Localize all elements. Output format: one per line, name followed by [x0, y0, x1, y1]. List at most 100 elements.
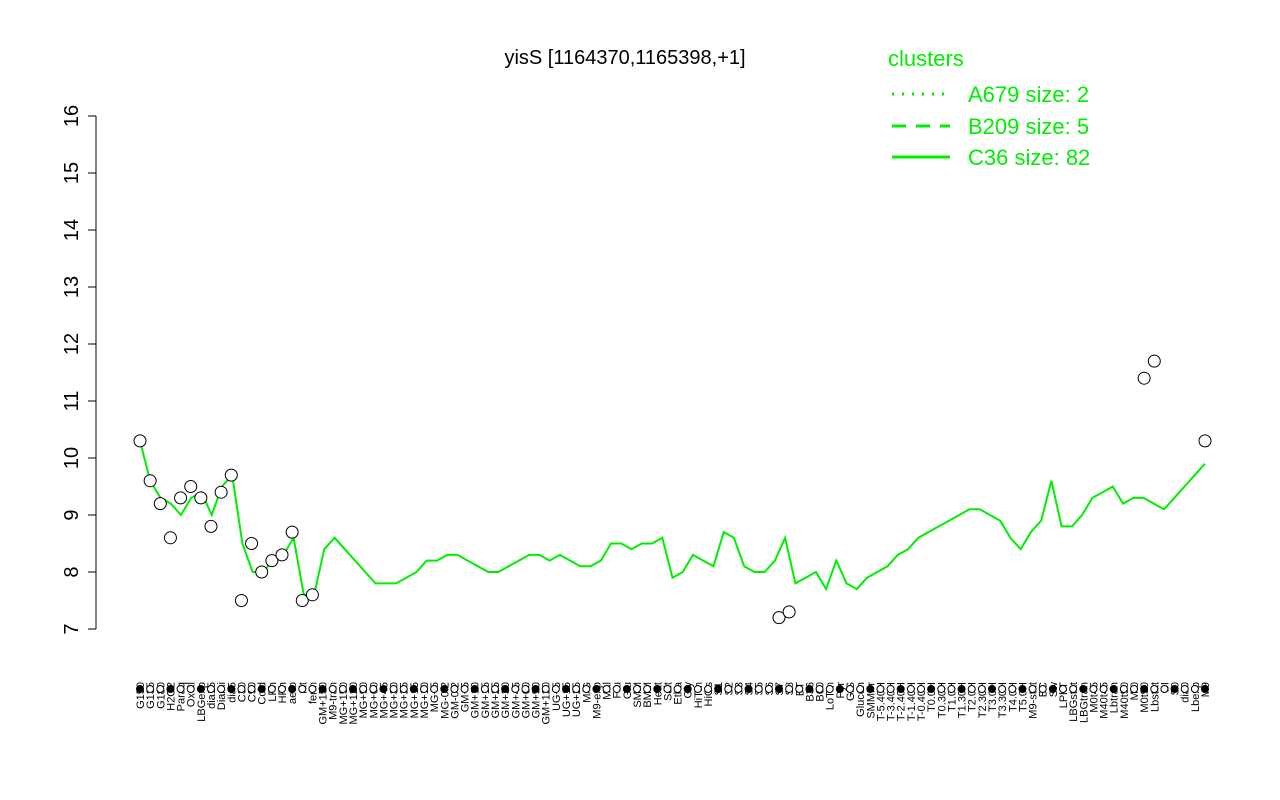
x-marker	[541, 685, 550, 693]
legend-label-2: C36 size: 82	[968, 145, 1090, 170]
x-marker	[227, 685, 236, 693]
x-marker	[176, 685, 185, 693]
x-marker	[470, 685, 479, 693]
x-marker	[663, 685, 672, 693]
data-point	[184, 480, 198, 493]
x-marker	[815, 685, 824, 693]
x-marker	[460, 685, 469, 693]
data-point	[133, 434, 147, 448]
data-point	[204, 519, 218, 533]
x-tick-label: MG+120	[348, 682, 360, 725]
y-tick-label: 16	[61, 105, 83, 127]
x-marker	[744, 685, 753, 693]
legend-label-0: A679 size: 2	[968, 82, 1089, 107]
data-point	[153, 497, 167, 511]
x-marker	[338, 685, 347, 693]
x-marker	[186, 685, 195, 693]
x-marker	[896, 685, 905, 693]
x-marker	[906, 685, 915, 693]
x-marker	[622, 685, 631, 693]
x-marker	[795, 685, 804, 693]
x-marker	[937, 685, 946, 693]
x-marker	[450, 685, 459, 693]
data-point	[1198, 434, 1212, 448]
x-marker	[1008, 685, 1017, 693]
x-marker	[643, 685, 652, 693]
data-point	[255, 565, 269, 579]
x-marker	[420, 685, 428, 693]
x-marker	[1059, 685, 1067, 693]
x-marker	[917, 685, 925, 693]
x-marker	[1140, 685, 1149, 693]
data-point	[174, 491, 188, 505]
data-point	[782, 605, 796, 619]
y-tick-label: 9	[61, 509, 83, 520]
x-marker	[207, 685, 215, 693]
x-marker	[988, 685, 996, 693]
x-marker	[754, 685, 763, 693]
y-tick-label: 11	[61, 391, 83, 412]
x-marker	[551, 685, 560, 693]
x-marker	[734, 685, 743, 693]
plot-area	[133, 354, 1212, 625]
data-point	[143, 474, 157, 488]
legend-title: clusters	[888, 46, 964, 71]
x-marker	[379, 685, 388, 693]
data-point	[305, 588, 319, 602]
x-marker	[653, 685, 662, 693]
x-marker	[633, 685, 641, 693]
x-marker	[582, 685, 591, 693]
data-point	[275, 548, 289, 562]
x-marker	[156, 685, 165, 693]
x-tick-label: GM+150	[318, 682, 330, 725]
x-marker	[704, 685, 712, 693]
data-point	[1147, 354, 1161, 368]
x-marker	[1099, 685, 1108, 693]
x-marker	[562, 685, 570, 693]
x-tick-label: MG+150	[338, 682, 350, 725]
x-marker	[166, 685, 175, 693]
x-marker	[1069, 685, 1078, 693]
y-tick-label: 15	[61, 162, 83, 184]
x-marker	[278, 685, 286, 693]
x-marker	[835, 685, 844, 693]
x-marker	[592, 685, 601, 693]
x-marker	[602, 685, 611, 693]
x-marker	[440, 685, 449, 693]
x-marker	[1160, 685, 1169, 693]
x-marker	[501, 685, 510, 693]
x-marker	[856, 685, 865, 693]
x-marker	[724, 685, 733, 693]
x-axis: G150G135G180H2O2ParaqOxctlLBGexpdia15Dia…	[135, 681, 1212, 724]
y-axis: 7 8 9 10 11 12 13 14 15 16	[61, 105, 97, 635]
x-marker	[876, 685, 885, 693]
x-marker	[318, 685, 327, 693]
legend-label-1: B209 size: 5	[968, 114, 1089, 139]
x-marker	[237, 685, 246, 693]
x-marker	[146, 685, 155, 693]
y-tick-label: 14	[61, 219, 83, 241]
x-marker	[298, 685, 307, 693]
x-marker	[359, 685, 368, 693]
x-marker	[1018, 685, 1027, 693]
x-marker	[1109, 685, 1118, 693]
data-point	[224, 468, 238, 482]
x-marker	[1119, 685, 1128, 693]
x-marker	[308, 685, 317, 693]
x-marker	[572, 685, 581, 693]
x-marker	[349, 685, 357, 693]
data-point	[194, 491, 208, 505]
y-tick-label: 10	[61, 447, 83, 469]
x-marker	[511, 685, 520, 693]
x-marker	[1190, 685, 1199, 693]
y-tick-label: 12	[61, 333, 83, 355]
data-point	[234, 594, 248, 607]
data-point	[1137, 371, 1151, 385]
x-marker	[927, 685, 936, 693]
x-marker	[1180, 685, 1189, 693]
x-marker	[673, 685, 682, 693]
x-marker	[1089, 685, 1098, 693]
x-marker	[947, 685, 956, 693]
x-marker	[683, 685, 692, 693]
